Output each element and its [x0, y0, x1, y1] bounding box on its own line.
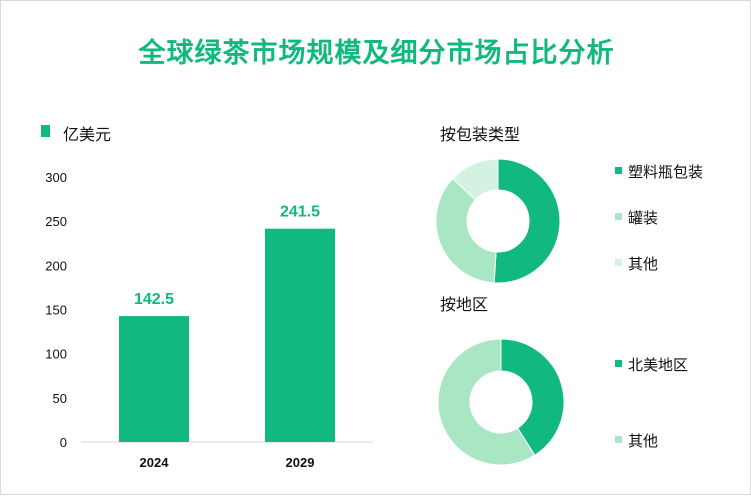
bar-value-label-2029: 241.5 [280, 204, 320, 221]
y-tick-label-0: 0 [60, 435, 67, 450]
y-tick-label-3: 150 [45, 303, 67, 318]
legend-label-other-region: 其他 [628, 432, 659, 450]
legend-swatch-north-america [615, 360, 622, 367]
y-tick-label-5: 250 [45, 214, 67, 229]
legend-label-north-america: 北美地区 [628, 356, 689, 374]
legend-swatch-other-region [615, 436, 622, 443]
legend-label-plastic-bottle: 塑料瓶包装 [628, 163, 704, 181]
bar-value-label-2024: 142.5 [134, 291, 174, 308]
y-tick-label-1: 50 [53, 391, 67, 406]
donut-packaging-slice-0 [493, 158, 561, 284]
bar-chart-layer: 0 50 100 150 200 250 300 142.5 2024 241.5 2029 [45, 170, 373, 470]
donut-packaging-slice-1 [435, 177, 497, 284]
unit-legend-label: 亿美元 [63, 125, 112, 144]
x-tick-label-2024: 2024 [140, 455, 170, 470]
donut-packaging-slice-2 [452, 158, 499, 201]
donut-packaging-title: 按包装类型 [440, 125, 521, 144]
bar-2024 [119, 316, 189, 442]
donut-region-layer [437, 338, 565, 466]
x-tick-label-2029: 2029 [286, 455, 315, 470]
bar-2029 [265, 228, 335, 442]
legend-swatch-plastic-bottle [615, 167, 622, 174]
legend-swatch-other-packaging [615, 259, 622, 266]
donut-region-title: 按地区 [440, 295, 489, 314]
y-tick-label-2: 100 [45, 347, 67, 362]
legend-label-other-packaging: 其他 [628, 255, 659, 273]
legend-label-can: 罐装 [628, 209, 659, 227]
y-tick-label-6: 300 [45, 170, 67, 185]
donut-region-slice-0 [500, 338, 565, 456]
legend-swatch-can [615, 213, 622, 220]
y-tick-label-4: 200 [45, 258, 67, 273]
donut-region-slice-1 [437, 338, 536, 466]
unit-legend-swatch [41, 125, 50, 137]
donut-packaging-layer [435, 158, 561, 284]
page-title: 全球绿茶市场规模及细分市场占比分析 [138, 38, 615, 69]
